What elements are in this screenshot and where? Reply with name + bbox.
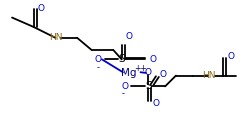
Text: O: O (125, 32, 133, 41)
Text: O: O (38, 4, 45, 13)
Text: O: O (122, 82, 129, 91)
Text: Mg: Mg (121, 68, 137, 78)
Text: O: O (149, 55, 157, 64)
Text: O: O (159, 70, 166, 79)
Text: ++: ++ (135, 64, 147, 73)
Text: S: S (145, 81, 152, 91)
Text: -: - (96, 63, 99, 72)
Text: O: O (145, 68, 152, 77)
Text: -: - (121, 89, 124, 98)
Text: S: S (118, 54, 125, 64)
Text: HN: HN (202, 71, 215, 80)
Text: O: O (227, 52, 234, 61)
Text: HN: HN (49, 33, 62, 42)
Text: O: O (152, 99, 160, 108)
Text: O: O (94, 55, 101, 64)
